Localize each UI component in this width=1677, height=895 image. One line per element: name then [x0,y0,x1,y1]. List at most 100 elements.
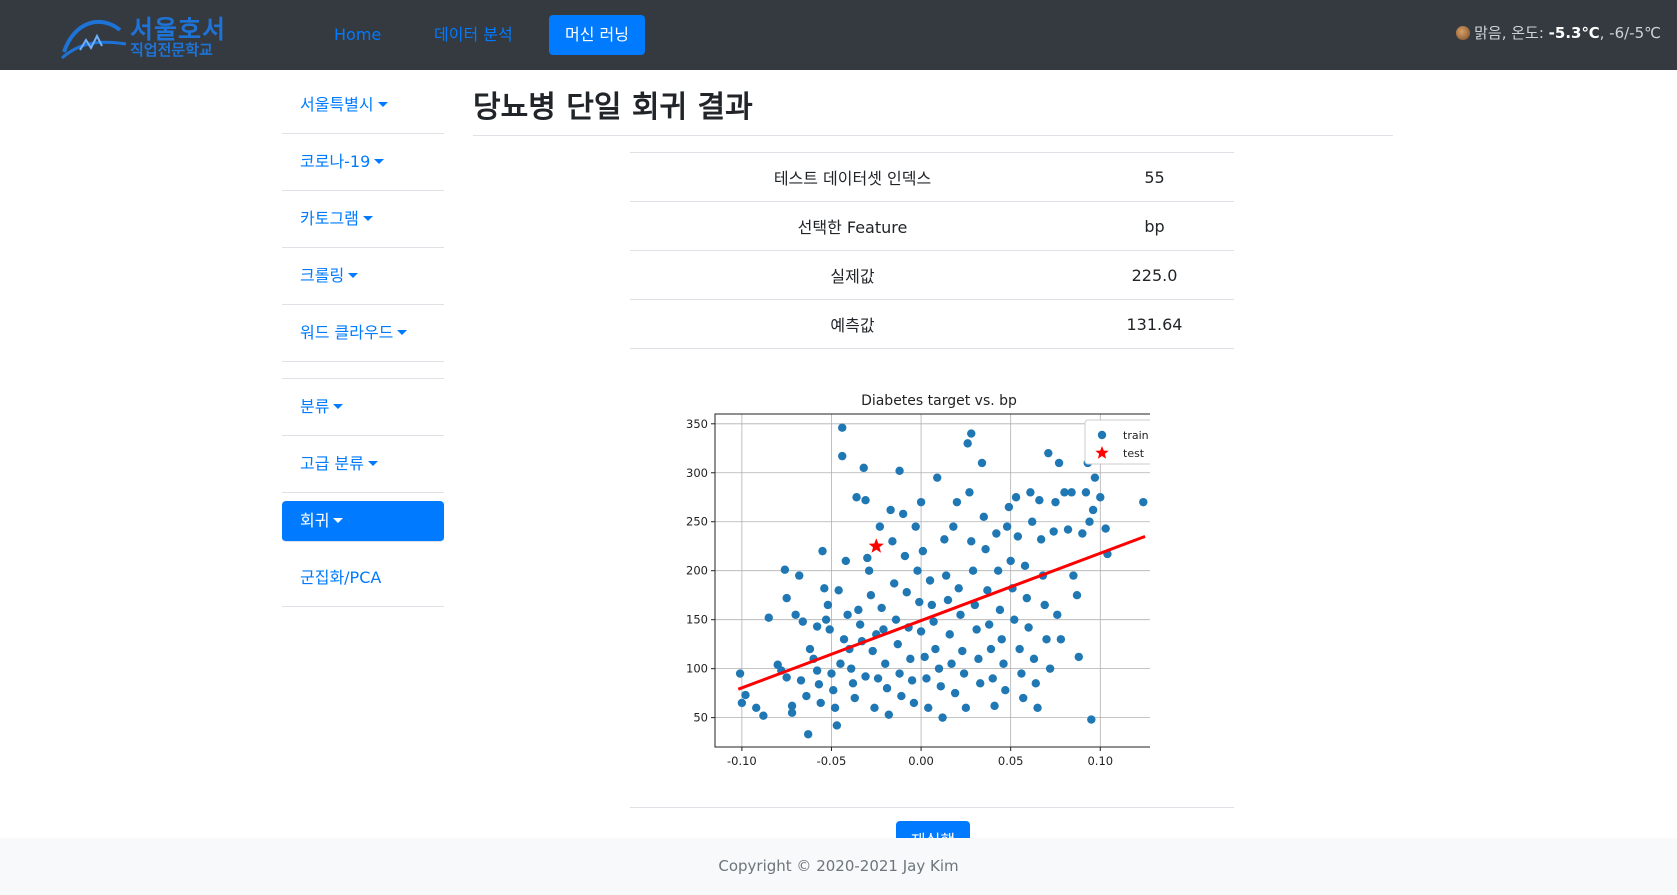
nav-machine-learning[interactable]: 머신 러닝 [549,15,645,55]
train-point [990,701,999,711]
train-point [940,535,949,544]
train-point [1056,635,1066,644]
train-point [1035,495,1044,505]
sidebar-item-label: 군집화/PCA [300,568,382,587]
train-point [976,679,985,688]
row-key: 예측값 [630,299,1075,349]
sidebar-item-cartogram[interactable]: 카토그램 [282,191,444,248]
train-point [1060,488,1069,497]
title-divider [473,135,1393,136]
train-point [1139,497,1148,507]
sidebar: 서울특별시 코로나-19 카토그램 크롤링 워드 클라우드 분류 고급 분류 회… [282,77,444,607]
train-point [1049,527,1058,536]
train-point [787,708,797,717]
y-tick-label: 100 [686,662,708,676]
train-point [782,593,791,603]
train-point [915,597,924,607]
train-point [855,620,865,629]
train-point [830,703,840,713]
y-tick-label: 300 [686,466,708,480]
train-point [803,730,813,739]
row-value: 131.64 [1075,299,1234,349]
train-point [854,605,863,615]
nav-data-analysis[interactable]: 데이터 분석 [434,25,513,44]
train-point [875,522,885,531]
sidebar-item-label: 카토그램 [300,209,359,228]
sidebar-item-label: 코로나-19 [300,152,371,171]
train-point [843,610,852,619]
sidebar-item-label: 서울특별시 [300,95,374,114]
train-point [927,600,937,610]
caret-down-icon [348,273,359,278]
train-point [941,571,951,580]
train-point [933,473,942,482]
caret-down-icon [362,216,373,221]
train-point [993,566,1003,575]
train-point [945,630,954,639]
bottom-divider [630,807,1234,808]
legend-test-label: test [1123,447,1145,460]
train-point [1013,532,1023,541]
train-point [798,617,808,626]
train-point [983,586,992,595]
train-point [943,595,953,605]
sidebar-item-corona[interactable]: 코로나-19 [282,134,444,191]
sidebar-item-label: 고급 분류 [300,454,364,473]
sidebar-item-seoul[interactable]: 서울특별시 [282,77,444,134]
sidebar-item-classification[interactable]: 분류 [282,379,444,436]
y-tick-label: 350 [686,417,708,431]
train-point [936,682,945,691]
train-point [877,603,886,613]
train-point [924,703,933,713]
train-point [1069,571,1078,580]
train-point [787,701,797,711]
train-point [852,493,861,502]
train-point [902,588,911,597]
train-point [1033,703,1042,713]
train-point [986,644,996,654]
regression-line [737,535,1146,691]
train-point [906,654,915,664]
sidebar-item-advanced-classification[interactable]: 고급 분류 [282,436,444,493]
train-point [752,703,761,713]
table-row: 테스트 데이터셋 인덱스 55 [630,152,1234,202]
page-title: 당뇨병 단일 회귀 결과 [473,90,753,125]
result-table: 테스트 데이터셋 인덱스 55 선택한 Feature bp 실제값 225.0 예측… [630,152,1234,349]
train-point [866,590,876,600]
train-point [911,522,920,531]
train-point [864,566,874,575]
train-point [1063,525,1073,534]
train-point [967,429,976,438]
weather-condition: 맑음, 온도: [1474,24,1549,42]
train-point [938,713,947,722]
train-point [961,703,971,713]
sidebar-item-wordcloud[interactable]: 워드 클라우드 [282,305,444,362]
train-point [959,669,969,678]
train-point [1044,448,1053,458]
train-point [825,625,834,634]
train-point [977,458,987,468]
sidebar-item-crawling[interactable]: 크롤링 [282,248,444,305]
train-point [782,673,791,682]
train-point [1010,615,1019,624]
row-key: 선택한 Feature [630,201,1075,251]
train-point [999,659,1008,668]
train-point [838,423,847,432]
train-point [1019,693,1028,703]
train-point [907,676,917,685]
train-point [1006,556,1015,566]
train-point [1088,505,1098,515]
legend-test-marker [1095,446,1109,459]
table-row: 선택한 Feature bp [630,201,1234,251]
sidebar-item-regression[interactable]: 회귀 [282,501,444,542]
train-point [848,679,858,688]
brand-logo[interactable]: 서울호서 직업전문학교 [60,8,230,60]
nav-home[interactable]: Home [334,25,382,44]
train-point [981,544,990,554]
train-point [1027,517,1037,526]
row-key: 테스트 데이터셋 인덱스 [630,152,1075,202]
train-point [850,693,859,703]
sidebar-item-clustering[interactable]: 군집화/PCA [282,550,444,607]
train-point [1051,497,1060,507]
train-point [882,684,892,693]
